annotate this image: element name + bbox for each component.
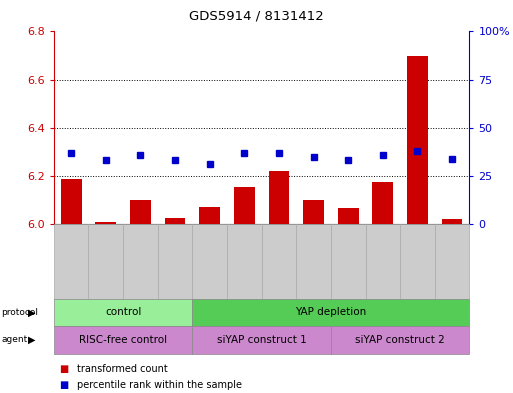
Bar — [130, 200, 151, 224]
Text: GDS5914 / 8131412: GDS5914 / 8131412 — [189, 10, 324, 23]
Text: control: control — [105, 307, 141, 318]
Bar — [165, 218, 185, 224]
Bar — [372, 182, 393, 224]
Text: siYAP construct 2: siYAP construct 2 — [356, 335, 445, 345]
Bar — [338, 208, 359, 224]
Bar — [234, 187, 254, 224]
Text: RISC-free control: RISC-free control — [79, 335, 167, 345]
Text: GSM1517969: GSM1517969 — [131, 230, 141, 281]
Text: GSM1517972: GSM1517972 — [235, 230, 244, 281]
Text: ▶: ▶ — [28, 307, 36, 318]
Bar — [268, 171, 289, 224]
Bar — [303, 200, 324, 224]
Bar — [95, 222, 116, 224]
Text: GSM1517970: GSM1517970 — [166, 230, 175, 281]
Bar — [61, 180, 82, 224]
Text: agent: agent — [1, 336, 27, 344]
Text: GSM1517978: GSM1517978 — [443, 230, 452, 281]
Text: ▶: ▶ — [28, 335, 36, 345]
Text: GSM1517974: GSM1517974 — [305, 230, 313, 281]
Text: percentile rank within the sample: percentile rank within the sample — [77, 380, 242, 390]
Text: siYAP construct 1: siYAP construct 1 — [217, 335, 306, 345]
Text: GSM1517967: GSM1517967 — [62, 230, 71, 281]
Bar — [442, 219, 462, 224]
Text: ■: ■ — [59, 380, 68, 390]
Text: GSM1517973: GSM1517973 — [270, 230, 279, 281]
Text: YAP depletion: YAP depletion — [295, 307, 366, 318]
Bar — [199, 207, 220, 224]
Text: GSM1517977: GSM1517977 — [408, 230, 418, 281]
Bar — [407, 55, 428, 224]
Text: ■: ■ — [59, 364, 68, 375]
Text: protocol: protocol — [1, 308, 38, 317]
Text: GSM1517968: GSM1517968 — [97, 230, 106, 281]
Text: transformed count: transformed count — [77, 364, 168, 375]
Text: GSM1517975: GSM1517975 — [339, 230, 348, 281]
Text: GSM1517976: GSM1517976 — [374, 230, 383, 281]
Text: GSM1517971: GSM1517971 — [201, 230, 210, 281]
